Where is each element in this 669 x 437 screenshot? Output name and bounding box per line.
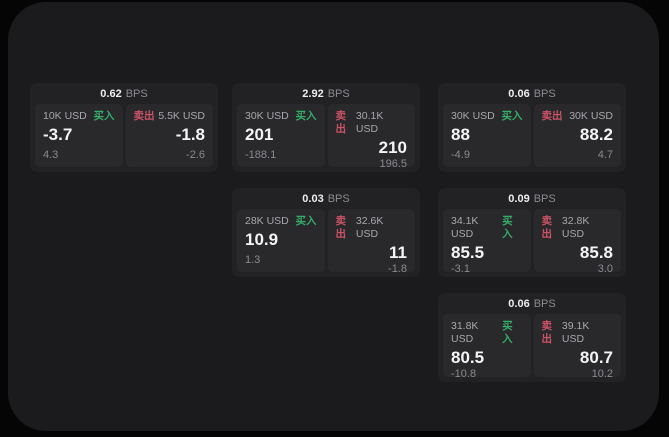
sell-price: 88.2 xyxy=(579,125,613,144)
buy-amount: 30K USD xyxy=(245,110,289,122)
sell-side-label: 卖出 xyxy=(541,320,553,345)
buy-panel[interactable]: 28K USD 买入 10.9 1.3 xyxy=(237,209,325,272)
bps-header: 0.62 BPS xyxy=(30,83,218,104)
bps-unit: BPS xyxy=(533,87,556,100)
sell-side-label: 卖出 xyxy=(541,110,563,122)
sell-side-label: 卖出 xyxy=(335,215,347,240)
buy-side-label: 买入 xyxy=(93,110,115,122)
bps-unit: BPS xyxy=(125,87,148,100)
sell-panel[interactable]: 卖出 30.1K USD 210 196.5 xyxy=(327,104,415,170)
sell-amount: 30.1K USD xyxy=(355,110,384,135)
sell-delta: 3.0 xyxy=(597,263,613,275)
price-tile-6: 0.06 BPS 31.8K USD 买入 80.5 -10.8 卖出 39.1… xyxy=(438,293,626,382)
price-tile-3: 0.06 BPS 30K USD 买入 88 -4.9 卖出 30K USD 8… xyxy=(438,83,626,172)
bps-value: 2.92 xyxy=(302,87,324,100)
bps-header: 0.09 BPS xyxy=(438,188,626,209)
buy-panel[interactable]: 30K USD 买入 201 -188.1 xyxy=(237,104,325,167)
sell-price: 85.8 xyxy=(579,243,613,262)
buy-delta: 1.3 xyxy=(245,254,261,266)
bps-value: 0.03 xyxy=(302,192,324,205)
buy-panel[interactable]: 31.8K USD 买入 80.5 -10.8 xyxy=(443,314,531,380)
bps-header: 0.03 BPS xyxy=(232,188,420,209)
sell-delta: 4.7 xyxy=(597,149,613,161)
price-tile-5: 0.09 BPS 34.1K USD 买入 85.5 -3.1 卖出 32.8K… xyxy=(438,188,626,277)
buy-price: -3.7 xyxy=(43,125,73,144)
buy-side-label: 买入 xyxy=(295,110,317,122)
sell-delta: 196.5 xyxy=(379,158,407,170)
sell-panel[interactable]: 卖出 32.6K USD 11 -1.8 xyxy=(327,209,415,275)
sell-delta: -2.6 xyxy=(186,149,205,161)
sell-delta: 10.2 xyxy=(591,368,613,380)
sell-amount: 5.5K USD xyxy=(158,110,205,122)
buy-amount: 28K USD xyxy=(245,215,289,227)
bps-unit: BPS xyxy=(533,192,556,205)
sell-amount: 39.1K USD xyxy=(561,320,590,345)
sell-panel[interactable]: 卖出 39.1K USD 80.7 10.2 xyxy=(533,314,621,380)
buy-price: 85.5 xyxy=(451,243,485,262)
buy-delta: 4.3 xyxy=(43,149,59,161)
bps-value: 0.09 xyxy=(508,192,530,205)
buy-panel[interactable]: 10K USD 买入 -3.7 4.3 xyxy=(35,104,123,167)
bps-header: 2.92 BPS xyxy=(232,83,420,104)
buy-side-label: 买入 xyxy=(501,110,523,122)
buy-side-label: 买入 xyxy=(295,215,317,227)
buy-delta: -3.1 xyxy=(451,263,470,275)
buy-price: 88 xyxy=(451,125,470,144)
bps-value: 0.62 xyxy=(100,87,122,100)
bps-unit: BPS xyxy=(533,297,556,310)
buy-delta: -4.9 xyxy=(451,149,470,161)
buy-side-label: 买入 xyxy=(502,320,513,345)
price-tile-4: 0.03 BPS 28K USD 买入 10.9 1.3 卖出 32.6K US… xyxy=(232,188,420,277)
bps-header: 0.06 BPS xyxy=(438,83,626,104)
price-tile-2: 2.92 BPS 30K USD 买入 201 -188.1 卖出 30.1K … xyxy=(232,83,420,172)
bps-value: 0.06 xyxy=(508,87,530,100)
sell-amount: 30K USD xyxy=(569,110,613,122)
sell-price: 11 xyxy=(389,243,407,262)
buy-amount: 30K USD xyxy=(451,110,495,122)
price-tile-1: 0.62 BPS 10K USD 买入 -3.7 4.3 卖出 5.5K USD… xyxy=(30,83,218,172)
sell-amount: 32.6K USD xyxy=(355,215,384,240)
sell-panel[interactable]: 卖出 30K USD 88.2 4.7 xyxy=(533,104,621,167)
sell-panel[interactable]: 卖出 5.5K USD -1.8 -2.6 xyxy=(125,104,213,167)
buy-price: 80.5 xyxy=(451,348,485,367)
sell-price: 80.7 xyxy=(579,348,613,367)
buy-price: 201 xyxy=(245,125,274,144)
buy-amount: 31.8K USD xyxy=(451,320,479,345)
buy-panel[interactable]: 30K USD 买入 88 -4.9 xyxy=(443,104,531,167)
sell-delta: -1.8 xyxy=(388,263,407,275)
buy-amount: 10K USD xyxy=(43,110,87,122)
buy-side-label: 买入 xyxy=(502,215,513,240)
sell-price: -1.8 xyxy=(175,125,205,144)
buy-price: 10.9 xyxy=(245,230,279,249)
buy-delta: -188.1 xyxy=(245,149,277,161)
bps-unit: BPS xyxy=(327,87,350,100)
sell-panel[interactable]: 卖出 32.8K USD 85.8 3.0 xyxy=(533,209,621,275)
sell-side-label: 卖出 xyxy=(133,110,155,122)
buy-panel[interactable]: 34.1K USD 买入 85.5 -3.1 xyxy=(443,209,531,275)
buy-amount: 34.1K USD xyxy=(451,215,479,240)
sell-side-label: 卖出 xyxy=(335,110,347,135)
sell-amount: 32.8K USD xyxy=(561,215,590,240)
bps-unit: BPS xyxy=(327,192,350,205)
buy-delta: -10.8 xyxy=(451,368,477,380)
sell-side-label: 卖出 xyxy=(541,215,553,240)
bps-header: 0.06 BPS xyxy=(438,293,626,314)
bps-value: 0.06 xyxy=(508,297,530,310)
sell-price: 210 xyxy=(378,138,407,157)
